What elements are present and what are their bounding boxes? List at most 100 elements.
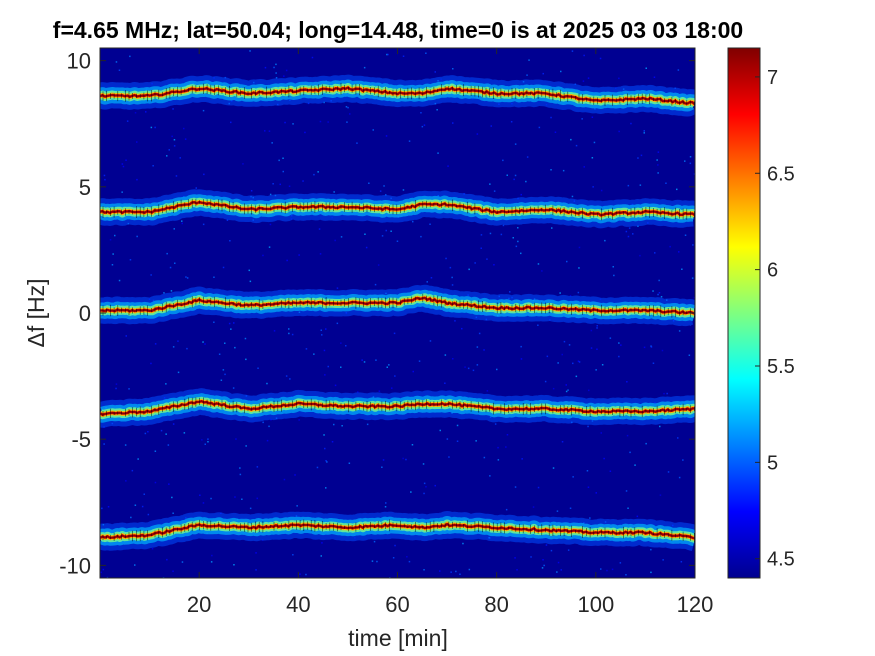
noise-speckle <box>366 423 369 426</box>
noise-speckle <box>292 123 294 125</box>
noise-speckle <box>500 233 503 236</box>
noise-speckle <box>526 156 529 158</box>
noise-speckle <box>583 166 585 168</box>
noise-speckle <box>502 159 504 162</box>
noise-speckle <box>285 69 288 72</box>
noise-speckle <box>166 252 168 255</box>
noise-speckle <box>364 233 366 235</box>
noise-speckle <box>537 263 540 265</box>
noise-speckle <box>625 230 628 233</box>
noise-speckle <box>663 392 665 395</box>
bands-layer <box>100 74 695 552</box>
noise-speckle <box>374 283 377 286</box>
noise-speckle <box>563 340 566 343</box>
noise-speckle <box>294 474 296 476</box>
noise-speckle <box>439 429 441 432</box>
noise-speckle <box>577 291 580 294</box>
noise-speckle <box>147 431 149 433</box>
noise-speckle <box>410 491 412 493</box>
noise-speckle <box>325 328 327 330</box>
noise-speckle <box>517 240 519 243</box>
noise-speckle <box>578 246 581 249</box>
y-tick-label: -10 <box>59 553 91 578</box>
noise-speckle <box>678 330 681 332</box>
noise-speckle <box>169 266 172 269</box>
noise-speckle <box>268 246 271 248</box>
noise-speckle <box>242 163 244 165</box>
trace-peak-line <box>100 201 695 217</box>
noise-speckle <box>394 375 396 377</box>
noise-speckle <box>405 458 407 461</box>
noise-speckle <box>112 253 114 255</box>
noise-speckle <box>569 295 572 297</box>
noise-speckle <box>629 451 631 454</box>
noise-speckle <box>255 552 257 554</box>
noise-speckle <box>150 126 153 129</box>
noise-speckle <box>239 467 241 469</box>
noise-speckle <box>591 116 594 118</box>
noise-speckle <box>583 54 585 57</box>
noise-speckle <box>165 433 167 435</box>
noise-speckle <box>483 349 485 351</box>
noise-speckle <box>249 50 251 52</box>
noise-speckle <box>396 240 399 242</box>
noise-speckle <box>323 101 325 104</box>
noise-speckle <box>476 364 479 366</box>
noise-speckle <box>452 358 454 360</box>
noise-speckle <box>118 279 121 282</box>
noise-speckle <box>604 239 606 242</box>
noise-speckle <box>262 254 264 257</box>
noise-speckle <box>593 141 596 144</box>
trace-band-5 <box>100 511 695 552</box>
noise-speckle <box>392 557 395 559</box>
noise-speckle <box>391 387 393 389</box>
noise-speckle <box>199 494 201 496</box>
noise-speckle <box>659 494 662 496</box>
noise-speckle <box>121 191 123 193</box>
noise-speckle <box>669 245 671 248</box>
noise-speckle <box>333 191 335 193</box>
noise-speckle <box>552 387 555 390</box>
x-tick-label: 20 <box>187 592 211 617</box>
noise-speckle <box>171 135 173 138</box>
noise-speckle <box>152 165 154 167</box>
noise-speckle <box>609 337 612 339</box>
noise-speckle <box>468 568 471 571</box>
noise-speckle <box>634 464 636 466</box>
noise-speckle <box>530 556 532 558</box>
noise-speckle <box>476 346 479 348</box>
noise-speckle <box>682 459 684 461</box>
noise-speckle <box>637 225 639 227</box>
noise-speckle <box>658 292 661 294</box>
noise-speckle <box>128 388 130 390</box>
noise-speckle <box>126 120 129 122</box>
noise-speckle <box>425 52 427 54</box>
noise-speckle <box>452 122 454 124</box>
noise-speckle <box>213 321 215 323</box>
noise-speckle <box>543 564 545 567</box>
noise-speckle <box>256 466 259 468</box>
noise-speckle <box>264 130 266 132</box>
noise-speckle <box>233 564 235 566</box>
noise-speckle <box>150 274 152 276</box>
noise-speckle <box>249 280 252 283</box>
noise-speckle <box>451 276 453 279</box>
noise-speckle <box>103 443 105 445</box>
noise-speckle <box>262 421 264 424</box>
noise-speckle <box>684 160 686 162</box>
noise-speckle <box>650 571 652 574</box>
noise-speckle <box>420 112 422 114</box>
noise-speckle <box>125 335 127 337</box>
noise-speckle <box>283 75 285 77</box>
y-axis-label: Δf [Hz] <box>23 278 49 347</box>
noise-speckle <box>151 548 154 550</box>
noise-speckle <box>327 121 329 123</box>
noise-speckle <box>455 570 457 573</box>
noise-speckle <box>550 116 552 119</box>
noise-speckle <box>168 483 170 485</box>
noise-speckle <box>298 419 300 421</box>
noise-speckle <box>269 223 272 226</box>
noise-speckle <box>172 423 175 425</box>
noise-speckle <box>334 384 337 387</box>
noise-speckle <box>423 124 426 126</box>
